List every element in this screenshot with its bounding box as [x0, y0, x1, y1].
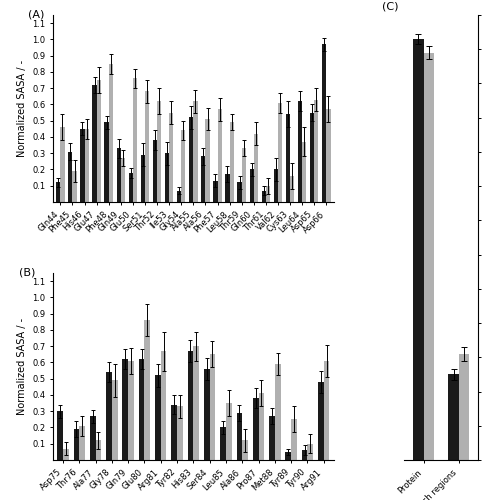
Bar: [116, 148, 121, 202]
Bar: [205, 119, 210, 202]
Bar: [90, 416, 96, 460]
Bar: [145, 92, 149, 202]
Bar: [262, 190, 266, 202]
Bar: [314, 100, 318, 202]
Bar: [318, 382, 324, 460]
Bar: [193, 101, 198, 202]
Bar: [204, 369, 210, 460]
Bar: [226, 174, 229, 202]
Bar: [278, 103, 282, 202]
Bar: [189, 118, 193, 202]
Bar: [72, 171, 77, 202]
Bar: [139, 359, 144, 460]
Bar: [104, 122, 109, 202]
Bar: [85, 129, 89, 202]
Bar: [302, 450, 308, 460]
Bar: [285, 452, 291, 460]
Bar: [238, 182, 242, 202]
Bar: [258, 394, 264, 460]
Bar: [327, 110, 330, 202]
Bar: [97, 80, 101, 202]
Bar: [171, 404, 177, 460]
Bar: [165, 153, 169, 202]
Bar: [322, 44, 327, 202]
Bar: [229, 122, 234, 202]
Bar: [112, 380, 117, 460]
Bar: [96, 440, 101, 460]
Text: (A): (A): [28, 10, 44, 20]
Bar: [122, 359, 128, 460]
Y-axis label: Normalized SASA / -: Normalized SASA / -: [17, 318, 27, 415]
Bar: [161, 351, 167, 460]
Bar: [213, 181, 217, 202]
Bar: [310, 112, 314, 202]
Bar: [413, 39, 424, 460]
Bar: [242, 440, 248, 460]
Bar: [459, 354, 469, 460]
Bar: [63, 448, 69, 460]
Bar: [141, 155, 145, 202]
Bar: [286, 114, 290, 202]
Bar: [253, 398, 258, 460]
Bar: [324, 361, 329, 460]
Bar: [308, 444, 313, 460]
Bar: [220, 428, 226, 460]
Bar: [448, 374, 459, 460]
Bar: [60, 127, 65, 202]
Bar: [266, 186, 270, 202]
Bar: [181, 130, 185, 202]
Bar: [177, 406, 183, 460]
Bar: [226, 403, 232, 460]
Bar: [298, 101, 302, 202]
Bar: [210, 354, 215, 460]
Bar: [68, 152, 72, 202]
Bar: [106, 372, 112, 460]
Bar: [193, 346, 199, 460]
Bar: [217, 110, 222, 202]
Bar: [133, 78, 137, 202]
Text: (C): (C): [382, 2, 399, 12]
Bar: [291, 420, 297, 460]
Bar: [237, 413, 242, 460]
Bar: [121, 158, 125, 202]
Bar: [153, 140, 157, 202]
Bar: [274, 170, 278, 202]
Bar: [57, 411, 63, 460]
Bar: [169, 112, 173, 202]
Bar: [250, 170, 254, 202]
Bar: [275, 364, 281, 460]
Bar: [73, 429, 79, 460]
Y-axis label: Normalized SASA / -: Normalized SASA / -: [17, 60, 27, 157]
Bar: [157, 101, 161, 202]
Bar: [177, 190, 181, 202]
Text: (B): (B): [19, 268, 36, 278]
Bar: [242, 148, 246, 202]
Bar: [254, 134, 258, 202]
Bar: [128, 361, 134, 460]
Bar: [424, 52, 434, 460]
Bar: [290, 176, 294, 202]
Bar: [302, 142, 306, 202]
Bar: [155, 376, 161, 460]
Bar: [187, 351, 193, 460]
Bar: [109, 64, 113, 202]
Bar: [92, 85, 97, 202]
Bar: [269, 416, 275, 460]
Bar: [56, 182, 60, 202]
Bar: [144, 320, 150, 460]
Bar: [80, 129, 85, 202]
Bar: [201, 156, 205, 202]
Bar: [79, 426, 85, 460]
Bar: [128, 172, 133, 202]
